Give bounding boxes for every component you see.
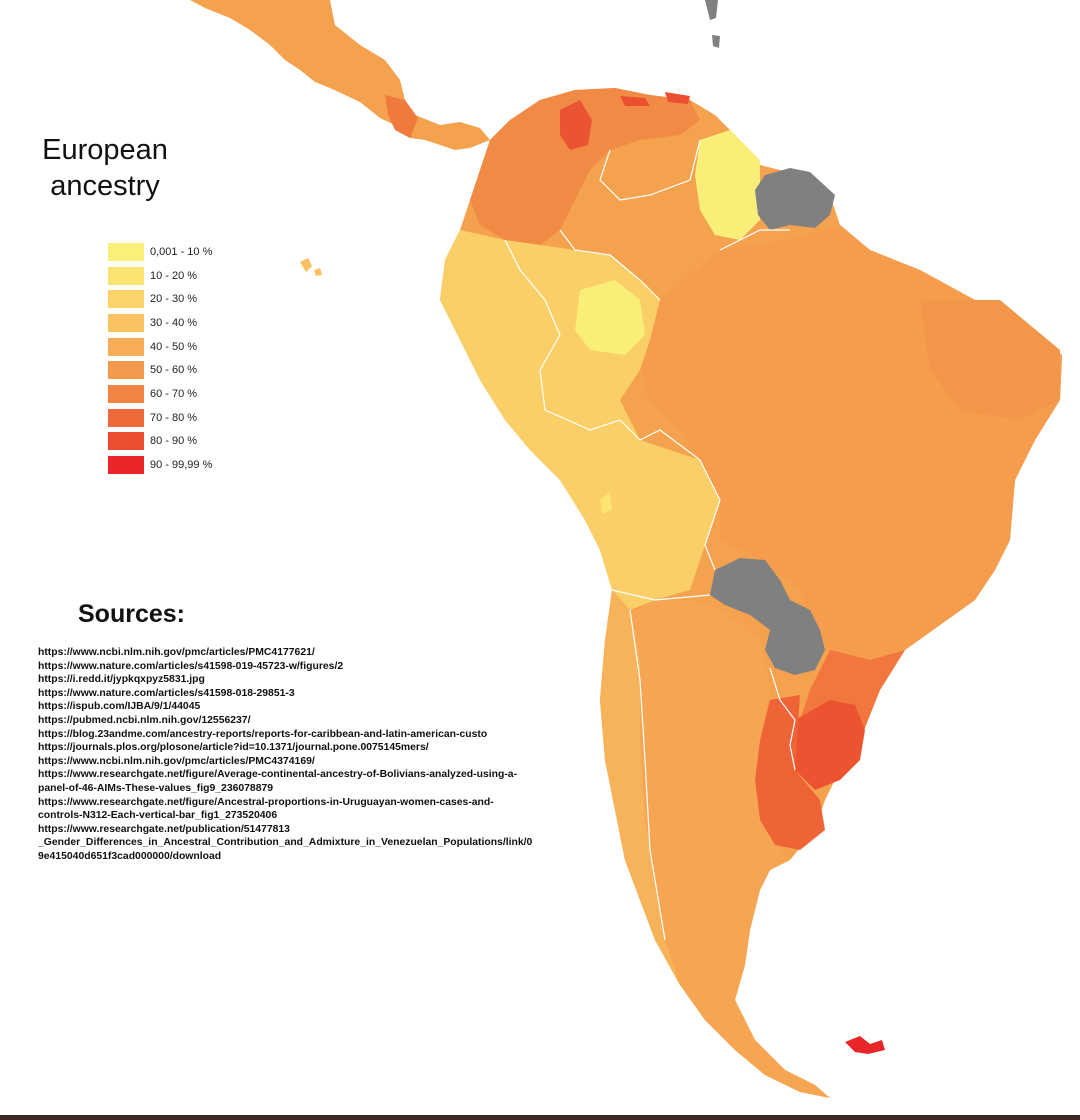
legend-item: 60 - 70 %	[108, 382, 212, 406]
legend-swatch	[108, 361, 144, 380]
map-title-line2: ancestry	[50, 170, 160, 202]
source-link: https://www.nature.com/articles/s41598-0…	[38, 687, 295, 699]
legend-item: 90 - 99,99 %	[108, 453, 212, 477]
legend-item: 30 - 40 %	[108, 311, 212, 335]
legend-label: 80 - 90 %	[150, 435, 198, 448]
andean-region	[440, 230, 720, 610]
legend-label: 90 - 99,99 %	[150, 459, 213, 472]
source-link: panel-of-46-AIMs-These-values_fig9_23607…	[38, 782, 274, 794]
uruguay-region	[790, 700, 865, 790]
source-link: https://www.ncbi.nlm.nih.gov/pmc/article…	[38, 647, 315, 658]
legend-swatch	[108, 337, 144, 356]
legend-item: 0,001 - 10 %	[108, 240, 212, 264]
guyana-region	[695, 130, 760, 240]
costa-rica-region	[385, 95, 418, 138]
buenos-aires-region	[755, 695, 825, 850]
source-link: https://www.ncbi.nlm.nih.gov/pmc/article…	[38, 755, 315, 767]
legend-swatch	[108, 456, 144, 475]
amazon-yellow-patch	[575, 280, 645, 355]
source-link: https://pubmed.ncbi.nlm.nih.gov/12556237…	[38, 714, 251, 726]
legend-swatch	[108, 313, 144, 332]
legend-label: 20 - 30 %	[150, 293, 198, 306]
legend-label: 60 - 70 %	[150, 387, 198, 400]
suriname-guiana-no-data	[755, 168, 835, 230]
sources-list: https://www.ncbi.nlm.nih.gov/pmc/article…	[38, 646, 598, 864]
source-link: https://www.researchgate.net/figure/Aver…	[38, 769, 518, 781]
southern-cone-region	[600, 600, 830, 1098]
legend-item: 10 - 20 %	[108, 264, 212, 288]
map-title-line1: European	[42, 134, 168, 166]
sources-heading: Sources:	[78, 600, 185, 628]
legend-swatch	[108, 408, 144, 427]
legend-swatch	[108, 266, 144, 285]
source-link: https://www.nature.com/articles/s41598-0…	[38, 660, 344, 672]
source-link: _Gender_Differences_in_Ancestral_Contrib…	[38, 837, 533, 849]
legend-label: 50 - 60 %	[150, 364, 198, 377]
caribbean-islands	[705, 0, 720, 48]
legend-item: 80 - 90 %	[108, 430, 212, 454]
source-link: https://ispub.com/IJBA/9/1/44045	[38, 701, 201, 713]
venezuela-coast	[620, 92, 690, 106]
legend-label: 10 - 20 %	[150, 269, 198, 282]
source-link: https://www.researchgate.net/publication…	[38, 823, 290, 835]
legend-label: 40 - 50 %	[150, 340, 198, 353]
legend-label: 70 - 80 %	[150, 411, 198, 424]
andes-dark-patch	[560, 100, 592, 150]
peru-light-patch	[600, 492, 612, 514]
legend-item: 70 - 80 %	[108, 406, 212, 430]
legend-item: 20 - 30 %	[108, 287, 212, 311]
galapagos-islands	[300, 258, 322, 276]
bottom-border	[0, 1115, 1080, 1120]
legend-swatch	[108, 432, 144, 451]
legend-swatch	[108, 384, 144, 403]
legend-swatch	[108, 242, 144, 261]
legend-swatch	[108, 290, 144, 309]
source-link: controls-N312-Each-vertical-bar_fig1_273…	[38, 810, 278, 822]
source-link: https://journals.plos.org/plosone/articl…	[38, 742, 429, 754]
colombia-venezuela-region	[470, 88, 700, 245]
legend-item: 40 - 50 %	[108, 335, 212, 359]
source-link: 9e415040d651f3cad000000/download	[38, 850, 222, 862]
falkland-islands	[845, 1036, 885, 1054]
legend-label: 0,001 - 10 %	[150, 245, 213, 258]
chile-strip	[600, 590, 680, 985]
map-title: European ancestry	[20, 132, 190, 204]
source-link: https://blog.23andme.com/ancestry-report…	[38, 728, 488, 740]
legend: 0,001 - 10 % 10 - 20 % 20 - 30 % 30 - 40 % 4…	[108, 240, 212, 477]
brazil-northeast	[920, 300, 1060, 420]
source-link: https://i.redd.it/jypkqxpyz5831.jpg	[38, 674, 205, 686]
paraguay-no-data	[710, 558, 825, 675]
country-borders	[504, 139, 796, 941]
central-america-region	[190, 0, 490, 150]
legend-label: 30 - 40 %	[150, 316, 198, 329]
source-link: https://www.researchgate.net/figure/Ance…	[38, 796, 494, 808]
legend-item: 50 - 60 %	[108, 358, 212, 382]
